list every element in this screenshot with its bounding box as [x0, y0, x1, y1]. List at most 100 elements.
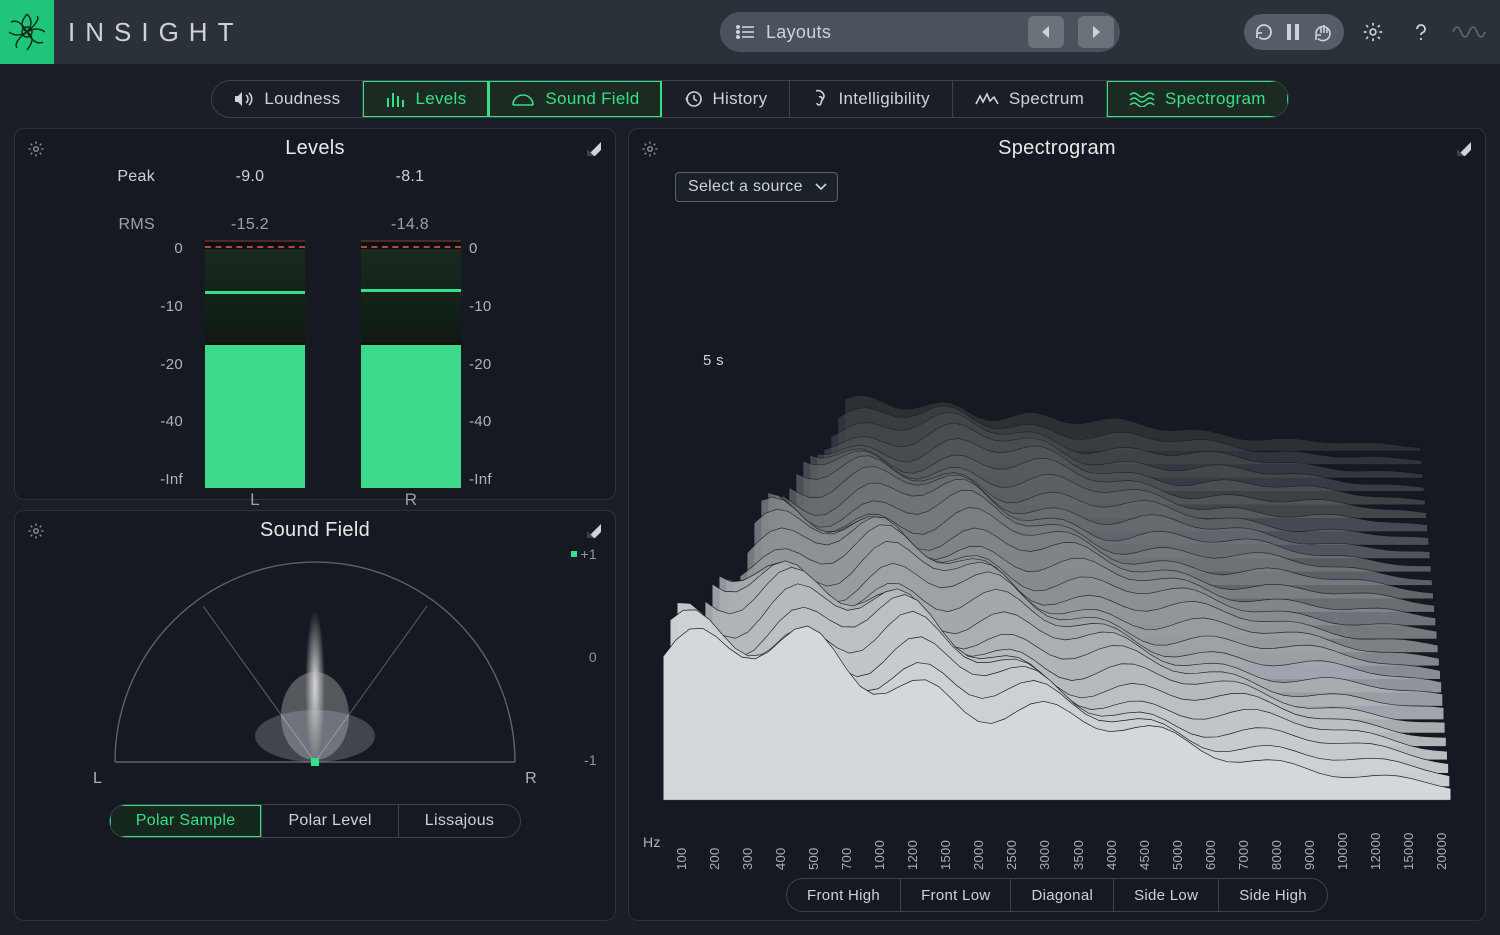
soundfield-plot: +1 0 -1 L R [29, 546, 601, 796]
levels-panel: Levels Peak -9.0 -8.1 RMS -15.2 -14.8 0 -… [14, 128, 616, 500]
spectrogram-title: Spectrogram [669, 137, 1445, 160]
soundfield-mode-selector: Polar SamplePolar LevelLissajous [109, 804, 521, 838]
meter-R [361, 240, 461, 488]
spec-view-front-high[interactable]: Front High [787, 879, 901, 911]
scale-tick: -10 [133, 298, 183, 315]
levels-expand-icon[interactable] [583, 138, 605, 160]
soundfield-axis: +1 0 -1 [569, 546, 597, 768]
scale-tick: -20 [469, 356, 519, 373]
rms-label: RMS [55, 216, 155, 234]
soundfield-icon [511, 92, 535, 106]
freq-tick: 500 [806, 847, 821, 870]
sf-tick-plus1: +1 [580, 546, 597, 562]
freq-tick: 12000 [1368, 832, 1383, 870]
app-title: INSIGHT [68, 17, 243, 48]
rms-r-value: -14.8 [345, 216, 475, 234]
meter-L [205, 240, 305, 488]
tab-levels[interactable]: Levels [363, 81, 489, 117]
pause-icon[interactable] [1286, 24, 1300, 40]
soundfield-settings-icon[interactable] [25, 520, 47, 542]
freq-tick: 2000 [971, 840, 986, 870]
freq-tick: 3500 [1071, 840, 1086, 870]
spectrogram-expand-icon[interactable] [1453, 138, 1475, 160]
sf-mode-lissajous[interactable]: Lissajous [399, 805, 520, 837]
scale-tick: -Inf [469, 471, 519, 488]
levels-icon [385, 91, 405, 107]
spectrogram-view-selector: Front HighFront LowDiagonalSide LowSide … [786, 878, 1328, 912]
freq-tick: 400 [773, 847, 788, 870]
rms-l-value: -15.2 [185, 216, 315, 234]
freq-tick: 9000 [1302, 840, 1317, 870]
spec-view-side-high[interactable]: Side High [1219, 879, 1327, 911]
layouts-next-button[interactable] [1078, 16, 1114, 48]
sf-tick-0: 0 [589, 649, 597, 665]
freq-tick: 1500 [938, 840, 953, 870]
layouts-selector[interactable]: Layouts [720, 12, 1120, 52]
scale-tick: -10 [469, 298, 519, 315]
hz-label: Hz [643, 834, 661, 850]
loudness-icon [234, 91, 254, 107]
soundfield-title: Sound Field [55, 519, 575, 542]
settings-button[interactable] [1354, 14, 1392, 50]
spec-view-front-low[interactable]: Front Low [901, 879, 1011, 911]
tab-loudness[interactable]: Loudness [212, 81, 363, 117]
tab-spectrum[interactable]: Spectrum [953, 81, 1107, 117]
scale-tick: 0 [469, 240, 519, 257]
freq-tick: 10000 [1335, 832, 1350, 870]
spectrogram-settings-icon[interactable] [639, 138, 661, 160]
spectrogram-time-label: 5 s [703, 352, 724, 369]
channel-l-label: L [205, 490, 305, 510]
topbar-actions [1244, 14, 1488, 50]
freq-tick: 200 [707, 847, 722, 870]
tab-history[interactable]: History [662, 81, 790, 117]
freq-tick: 6000 [1203, 840, 1218, 870]
app-logo [0, 0, 54, 64]
soundfield-panel: Sound Field [14, 510, 616, 921]
transport-group [1244, 14, 1344, 50]
levels-settings-icon[interactable] [25, 138, 47, 160]
spectrum-icon [975, 92, 999, 106]
freq-tick: 700 [839, 847, 854, 870]
tab-intelligibility[interactable]: Intelligibility [790, 81, 952, 117]
history-icon [684, 90, 702, 108]
list-icon [736, 25, 754, 39]
soundfield-expand-icon[interactable] [583, 520, 605, 542]
waveform-icon[interactable] [1450, 14, 1488, 50]
freq-tick: 20000 [1434, 832, 1449, 870]
freq-tick: 1200 [905, 840, 920, 870]
scale-tick: -40 [133, 413, 183, 430]
peak-l-value: -9.0 [185, 168, 315, 186]
scale-tick: -20 [133, 356, 183, 373]
levels-meters: 0-10-20-40-Inf 0-10-20-40-Inf L R [33, 240, 597, 510]
peak-r-value: -8.1 [345, 168, 475, 186]
freq-tick: 4000 [1104, 840, 1119, 870]
freq-tick: 3000 [1037, 840, 1052, 870]
levels-title: Levels [55, 137, 575, 160]
freq-tick: 7000 [1236, 840, 1251, 870]
tab-strip: LoudnessLevelsSound FieldHistoryIntellig… [211, 80, 1288, 118]
top-bar: INSIGHT Layouts [0, 0, 1500, 64]
tab-row: LoudnessLevelsSound FieldHistoryIntellig… [0, 64, 1500, 128]
help-button[interactable] [1402, 14, 1440, 50]
sf-mode-polar-sample[interactable]: Polar Sample [110, 805, 263, 837]
main-grid: Levels Peak -9.0 -8.1 RMS -15.2 -14.8 0 -… [0, 128, 1500, 935]
channel-r-label: R [361, 490, 461, 510]
spectrogram-plot: 5 s Hz 100200300400500700100012001500200… [643, 172, 1471, 870]
refresh-icon[interactable] [1254, 22, 1274, 42]
layouts-prev-button[interactable] [1028, 16, 1064, 48]
spec-view-side-low[interactable]: Side Low [1114, 879, 1219, 911]
scale-tick: 0 [133, 240, 183, 257]
scale-tick: -Inf [133, 471, 183, 488]
spec-view-diagonal[interactable]: Diagonal [1011, 879, 1114, 911]
freq-tick: 2500 [1004, 840, 1019, 870]
sf-r-label: R [525, 770, 537, 788]
tab-soundfield[interactable]: Sound Field [489, 81, 662, 117]
layouts-label: Layouts [766, 22, 1016, 43]
tab-spectrogram[interactable]: Spectrogram [1107, 81, 1288, 117]
freq-tick: 8000 [1269, 840, 1284, 870]
peak-label: Peak [55, 168, 155, 186]
reset-meters-icon[interactable] [1312, 22, 1334, 42]
sf-l-label: L [93, 770, 102, 788]
freq-tick: 15000 [1401, 832, 1416, 870]
sf-mode-polar-level[interactable]: Polar Level [262, 805, 398, 837]
